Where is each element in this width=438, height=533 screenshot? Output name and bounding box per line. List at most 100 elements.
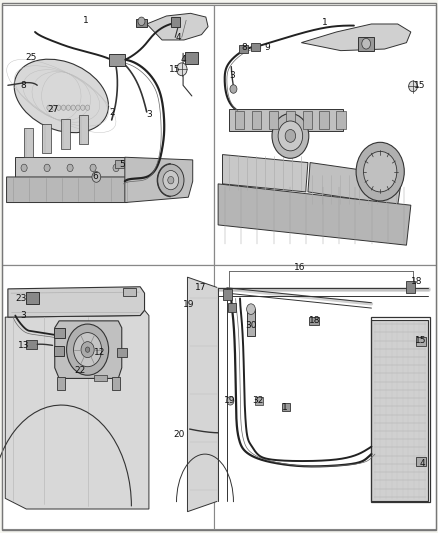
Circle shape (61, 105, 66, 110)
Ellipse shape (14, 59, 109, 133)
Text: 12: 12 (94, 349, 106, 357)
Circle shape (81, 342, 94, 358)
Text: 3: 3 (229, 71, 235, 80)
Polygon shape (187, 277, 218, 512)
Polygon shape (24, 128, 33, 157)
Circle shape (21, 164, 27, 172)
Bar (109, 54, 125, 66)
Bar (336, 111, 346, 129)
Polygon shape (61, 119, 70, 149)
Bar (2, 5, 214, 265)
Circle shape (44, 164, 50, 172)
Text: 22: 22 (74, 366, 85, 375)
Bar (286, 111, 295, 129)
Bar (228, 303, 236, 312)
Circle shape (67, 164, 73, 172)
Polygon shape (308, 163, 402, 205)
Text: 25: 25 (26, 53, 37, 61)
Circle shape (168, 176, 174, 184)
Text: 3: 3 (146, 110, 152, 119)
Text: 20: 20 (173, 430, 184, 439)
Circle shape (138, 17, 145, 26)
Bar (2, 265, 214, 529)
Text: 32: 32 (252, 397, 263, 405)
Bar (94, 375, 107, 381)
Circle shape (67, 324, 109, 375)
Text: 1: 1 (282, 403, 288, 412)
Circle shape (71, 105, 75, 110)
Polygon shape (301, 24, 411, 51)
Text: 4: 4 (176, 33, 181, 42)
Text: 16: 16 (294, 263, 306, 272)
Polygon shape (218, 184, 411, 245)
Text: 8: 8 (20, 81, 26, 90)
Circle shape (247, 304, 255, 314)
Bar (358, 37, 374, 51)
Bar (371, 320, 428, 501)
Bar (319, 111, 329, 129)
Circle shape (230, 85, 237, 93)
Bar (117, 348, 127, 357)
Bar (252, 111, 261, 129)
Text: 19: 19 (224, 397, 236, 405)
Bar (406, 281, 415, 293)
Text: 3: 3 (20, 311, 26, 320)
Polygon shape (125, 157, 193, 203)
Text: 5: 5 (119, 160, 125, 168)
Circle shape (362, 38, 371, 49)
Bar (123, 288, 136, 296)
Polygon shape (79, 115, 88, 144)
Circle shape (52, 105, 56, 110)
Text: 4: 4 (180, 55, 186, 64)
Circle shape (227, 397, 234, 405)
Text: 30: 30 (245, 321, 256, 329)
Bar (239, 45, 248, 53)
Bar (223, 289, 232, 300)
Bar (115, 160, 124, 168)
Text: 6: 6 (92, 173, 99, 181)
Polygon shape (15, 157, 125, 177)
Circle shape (278, 121, 303, 151)
Circle shape (113, 164, 119, 172)
Circle shape (177, 63, 187, 76)
Bar (371, 317, 430, 502)
Bar (251, 43, 260, 51)
Circle shape (90, 164, 96, 172)
Circle shape (66, 105, 71, 110)
Text: 1: 1 (82, 16, 88, 25)
Circle shape (57, 105, 61, 110)
Circle shape (85, 347, 90, 352)
Polygon shape (8, 287, 145, 317)
Bar (54, 328, 65, 338)
Bar (282, 403, 290, 411)
Bar (309, 317, 319, 325)
Bar (185, 52, 198, 64)
Bar (26, 340, 37, 349)
Polygon shape (7, 177, 136, 203)
Circle shape (272, 114, 309, 158)
Bar (247, 309, 255, 336)
Bar (303, 111, 312, 129)
Polygon shape (55, 321, 122, 378)
Text: 15: 15 (414, 81, 425, 90)
Circle shape (163, 171, 179, 190)
Text: 18: 18 (411, 277, 423, 286)
Circle shape (47, 105, 51, 110)
Bar (136, 19, 147, 27)
Text: 4: 4 (420, 459, 425, 468)
Text: 27: 27 (47, 105, 58, 114)
Circle shape (158, 164, 184, 196)
Bar (268, 111, 278, 129)
Text: 9: 9 (264, 44, 270, 52)
Circle shape (285, 130, 296, 142)
Text: 17: 17 (195, 284, 206, 292)
Bar (214, 5, 436, 265)
Bar (229, 109, 343, 131)
Text: 2: 2 (109, 109, 114, 117)
Bar (416, 457, 426, 466)
Text: 15: 15 (170, 65, 181, 74)
Bar (57, 377, 65, 390)
Bar (416, 337, 426, 346)
Circle shape (81, 105, 85, 110)
Circle shape (409, 81, 417, 92)
